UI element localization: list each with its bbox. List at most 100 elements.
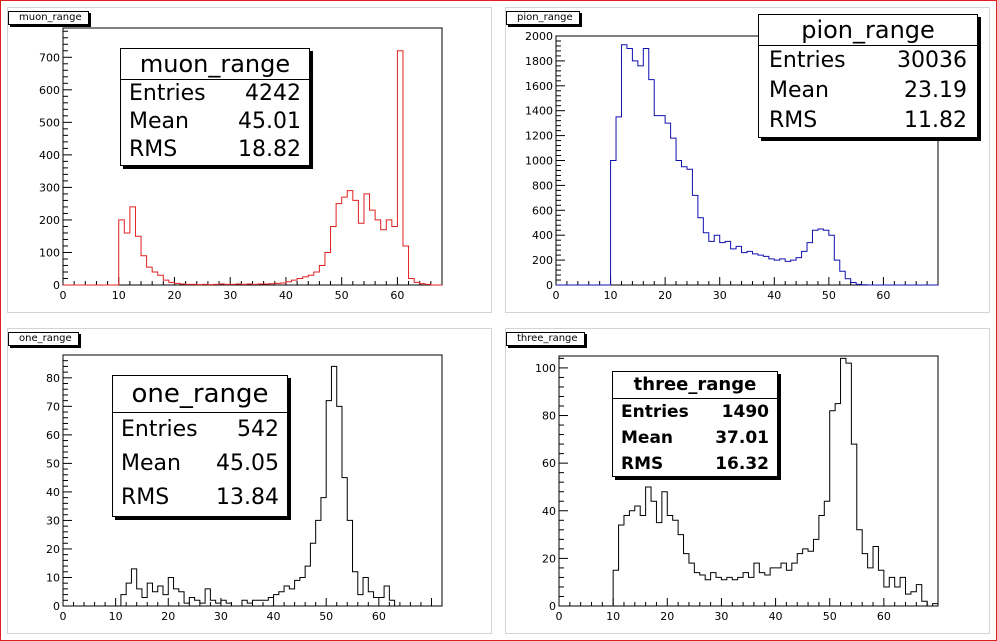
x-tick-label: 10 <box>109 610 123 623</box>
x-tick-label: 0 <box>60 289 67 302</box>
x-tick-label: 40 <box>279 289 293 302</box>
x-tick-label: 30 <box>223 289 237 302</box>
x-tick-label: 0 <box>60 610 67 623</box>
y-tick-label: 10 <box>46 571 60 584</box>
stats-entries-value: 1490 <box>721 402 769 422</box>
y-tick-label: 60 <box>542 457 556 470</box>
y-tick-label: 1400 <box>525 105 553 118</box>
stats-rms-label: RMS <box>121 485 170 510</box>
stats-entries-value: 542 <box>237 417 279 442</box>
y-tick-label: 200 <box>39 214 60 227</box>
y-tick-label: 20 <box>542 552 556 565</box>
x-tick-label: 50 <box>823 610 837 623</box>
x-tick-label: 0 <box>553 289 560 302</box>
x-tick-label: 50 <box>319 610 333 623</box>
y-tick-label: 300 <box>39 181 60 194</box>
y-tick-label: 700 <box>39 51 60 64</box>
histogram-series <box>559 357 938 607</box>
pad-title: one_range <box>8 332 79 346</box>
x-tick-label: 60 <box>876 289 890 302</box>
y-tick-label: 1600 <box>525 80 553 93</box>
stats-entries-label: Entries <box>769 48 846 73</box>
pad-title: muon_range <box>8 11 89 25</box>
stats-title: three_range <box>613 372 777 399</box>
histogram-series <box>63 365 442 607</box>
stats-title: muon_range <box>121 49 309 80</box>
stats-entries-value: 30036 <box>897 48 967 73</box>
y-tick-label: 0 <box>53 600 60 613</box>
stats-entries-label: Entries <box>621 402 689 422</box>
y-tick-label: 40 <box>542 505 556 518</box>
x-tick-label: 20 <box>167 289 181 302</box>
y-tick-label: 1200 <box>525 130 553 143</box>
y-tick-label: 40 <box>46 486 60 499</box>
stats-box[interactable]: muon_range Entries 4242 Mean 45.01 RMS 18.8… <box>120 48 310 166</box>
y-tick-label: 400 <box>532 229 553 242</box>
stats-rms-label: RMS <box>129 137 178 162</box>
stats-mean-label: Mean <box>129 109 189 134</box>
y-tick-label: 80 <box>542 410 556 423</box>
pad-title: pion_range <box>506 11 580 25</box>
stats-mean-value: 23.19 <box>904 78 967 103</box>
histogram-pion-range: 0 10 20 30 40 50 60020040060080010001200140016… <box>525 30 939 302</box>
x-tick-label: 60 <box>372 610 386 623</box>
y-tick-label: 50 <box>46 457 60 470</box>
pad-pion-range[interactable]: 0 10 20 30 40 50 60 0 200 400 600 800 1000 1200 1400 16… <box>505 7 990 313</box>
y-tick-label: 20 <box>46 543 60 556</box>
x-tick-label: 50 <box>335 289 349 302</box>
y-tick-label: 70 <box>46 400 60 413</box>
y-tick-label: 100 <box>39 246 60 259</box>
stats-mean-label: Mean <box>121 451 181 476</box>
plot-frame <box>558 355 939 607</box>
x-tick-label: 30 <box>214 610 228 623</box>
x-tick-label: 10 <box>606 610 620 623</box>
stats-box[interactable]: one_range Entries 542 Mean 45.05 RMS 13.84 <box>112 375 288 517</box>
stats-rms-label: RMS <box>621 454 664 474</box>
y-tick-label: 600 <box>532 204 553 217</box>
x-tick-label: 10 <box>112 289 126 302</box>
stats-mean-value: 45.05 <box>216 451 279 476</box>
y-tick-label: 80 <box>46 372 60 385</box>
stats-mean-label: Mean <box>621 428 674 448</box>
stats-rms-value: 13.84 <box>216 485 279 510</box>
y-tick-label: 0 <box>546 279 553 292</box>
pad-title: three_range <box>506 332 585 346</box>
x-tick-label: 40 <box>267 610 281 623</box>
x-tick-label: 40 <box>767 289 781 302</box>
x-tick-label: 60 <box>390 289 404 302</box>
histogram-three-range: 0 10 20 30 40 50 60 0 20 40 60 80 100 <box>535 355 939 623</box>
pad-muon-range[interactable]: 0 10 20 30 40 50 60 0 100 200 300 400 500 600 700 muon… <box>7 7 492 313</box>
x-tick-label: 40 <box>769 610 783 623</box>
stats-title: one_range <box>113 376 287 413</box>
y-tick-label: 0 <box>53 279 60 292</box>
pad-one-range[interactable]: 0 10 20 30 40 50 60 0 10 20 30 40 50 60 70 80 one_range… <box>7 328 492 634</box>
histogram-one-range: 0 10 20 30 40 50 60 0 10 20 30 40 50 60 70 80 <box>46 354 443 623</box>
stats-mean-value: 37.01 <box>715 428 769 448</box>
y-tick-label: 800 <box>532 179 553 192</box>
y-tick-label: 500 <box>39 116 60 129</box>
y-tick-label: 0 <box>549 600 556 613</box>
y-tick-label: 400 <box>39 149 60 162</box>
stats-entries-value: 4242 <box>245 81 301 106</box>
histogram-series <box>63 50 442 286</box>
stats-box[interactable]: three_range Entries 1490 Mean 37.01 RMS 16.… <box>612 371 778 477</box>
stats-box[interactable]: pion_range Entries 30036 Mean 23.19 RMS 11.… <box>758 14 978 138</box>
stats-entries-label: Entries <box>121 417 198 442</box>
stats-mean-label: Mean <box>769 78 829 103</box>
stats-rms-value: 18.82 <box>238 137 301 162</box>
x-tick-label: 30 <box>713 289 727 302</box>
pad-three-range[interactable]: 0 10 20 30 40 50 60 0 20 40 60 80 100 three_range th… <box>505 328 990 634</box>
y-tick-label: 200 <box>532 254 553 267</box>
x-tick-label: 50 <box>822 289 836 302</box>
x-tick-label: 0 <box>556 610 563 623</box>
histogram-series <box>556 44 938 286</box>
stats-mean-value: 45.01 <box>238 109 301 134</box>
y-tick-label: 1000 <box>525 155 553 168</box>
stats-rms-value: 16.32 <box>715 454 769 474</box>
stats-title: pion_range <box>759 15 977 46</box>
y-tick-label: 30 <box>46 514 60 527</box>
y-tick-label: 100 <box>535 362 556 375</box>
x-tick-label: 20 <box>660 610 674 623</box>
